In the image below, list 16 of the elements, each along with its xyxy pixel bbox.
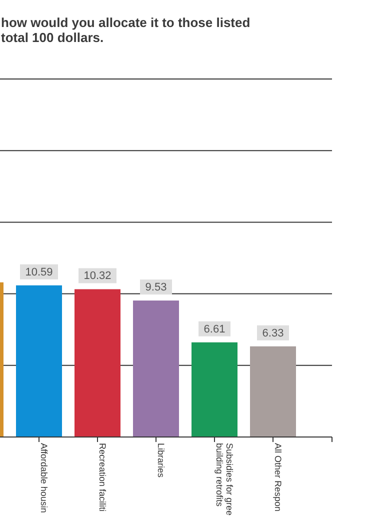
data-label: 9.53 (145, 282, 167, 294)
x-tick-label: Subsidies for gree building retrofits (214, 443, 234, 516)
chart-title: how would you allocate it to those listed total 100 dollars. (1, 15, 250, 45)
bar (192, 342, 238, 437)
x-tick-label: All Other Respon (273, 443, 283, 512)
data-label: 10.32 (84, 270, 112, 282)
bar (133, 300, 179, 437)
data-label: 6.33 (262, 327, 284, 340)
data-label: 10.59 (25, 266, 53, 278)
bar (16, 285, 62, 437)
x-tick-label: Libraries (156, 443, 166, 478)
x-tick-label: Affordable housin (39, 443, 49, 513)
x-tick-label: Recreation faciliti (98, 443, 108, 512)
bar (250, 346, 296, 437)
bar (74, 289, 120, 437)
data-label: 6.61 (204, 323, 226, 336)
